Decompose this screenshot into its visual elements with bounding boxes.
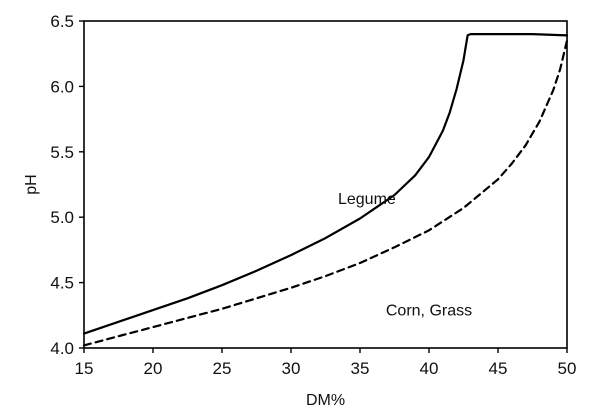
y-tick-label: 4.0 [50,339,74,358]
series-line-legume [82,32,569,335]
y-tick-label: 5.0 [50,208,74,227]
y-tick-label: 5.5 [50,143,74,162]
series-annotation: Legume [338,191,396,208]
plot-area: 15 20 25 30 35 40 45 50 4.0 4.5 5.0 5.5 6.0 6.5 DM% pH L… [23,12,576,409]
x-tick-label: 35 [351,359,370,378]
x-tick-label: 25 [213,359,232,378]
x-tick-label: 40 [420,359,439,378]
series-annotation: Corn, Grass [386,302,472,319]
y-axis-title: pH [23,174,40,194]
plot-frame [83,20,568,349]
x-tick-label: 45 [489,359,508,378]
x-tick-label: 20 [144,359,163,378]
series-line-corn-grass [82,39,569,347]
x-axis-title: DM% [306,392,345,409]
x-tick-label: 15 [75,359,94,378]
y-tick-label: 6.0 [50,77,74,96]
y-tick-label: 4.5 [50,274,74,293]
y-tick-label: 6.5 [50,12,74,31]
x-tick-label: 50 [558,359,577,378]
x-tick-label: 30 [282,359,301,378]
